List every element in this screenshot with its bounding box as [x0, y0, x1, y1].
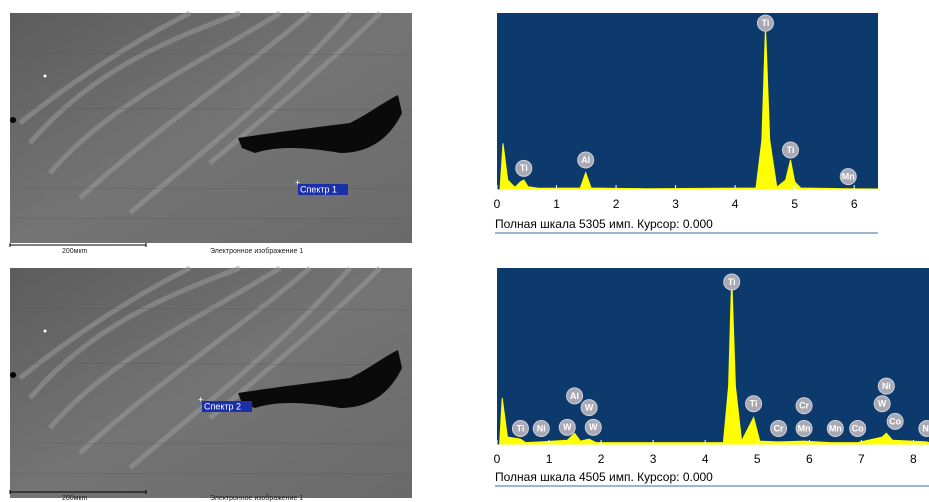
- peak-label: W: [563, 422, 572, 432]
- peak-label: Mn: [798, 423, 811, 433]
- image-caption: Электронное изображение 1: [210, 247, 303, 255]
- x-tick-label: 4: [702, 452, 709, 466]
- peak-label: Mn: [829, 423, 842, 433]
- peak-label: W: [589, 422, 598, 432]
- spectrum-label-box: [202, 401, 252, 412]
- x-tick-label: 1: [546, 452, 553, 466]
- plot-area: [497, 268, 929, 445]
- peak-label: Al: [581, 155, 590, 165]
- x-tick-label: 0: [494, 452, 501, 466]
- peak-label-bg: [886, 412, 904, 430]
- spectrum-caption: Полная шкала 4505 имп. Курсор: 0.000: [495, 470, 713, 484]
- peak-label-bg: [756, 14, 774, 32]
- peak-label-bg: [511, 419, 529, 437]
- peak-label: Ti: [787, 145, 795, 155]
- peak-label: Ti: [516, 423, 524, 433]
- peak-label: Ti: [728, 277, 736, 287]
- peak-label-bg: [795, 419, 813, 437]
- x-tick-label: 4: [732, 197, 739, 211]
- image-caption: Электронное изображение 1: [210, 494, 303, 502]
- x-tick-label: 5: [791, 197, 798, 211]
- peak-label: Ti: [520, 163, 528, 173]
- peak-label: Ni: [882, 381, 891, 391]
- peak-label-bg: [723, 273, 741, 291]
- spectrum: [499, 26, 879, 191]
- peak-label-bg: [558, 418, 576, 436]
- marker: +: [295, 177, 300, 187]
- peak-label-bg: [577, 151, 595, 169]
- scale-label: 200мкm: [62, 495, 88, 502]
- peak-label: Co: [889, 416, 901, 426]
- x-tick-label: 1: [553, 197, 560, 211]
- scale-bar: 200мкm Электронное изображение 1 200мкm …: [9, 243, 303, 502]
- peak-label: W: [878, 399, 887, 409]
- peak-label-bg: [745, 395, 763, 413]
- peak-label-bg: [849, 419, 867, 437]
- x-tick-label: 8: [910, 452, 917, 466]
- peak-label-bg: [566, 387, 584, 405]
- x-tick-label: 6: [851, 197, 858, 211]
- peak-label: Ni: [922, 423, 929, 433]
- peak-label: Ti: [762, 18, 770, 28]
- sem-image: + Спектр 1: [10, 13, 412, 243]
- peak-label: Mn: [842, 172, 855, 182]
- peak-label-bg: [873, 395, 891, 413]
- spectrum-label: Спектр 2: [204, 401, 241, 411]
- peak-label-bg: [795, 397, 813, 415]
- peak-label: Co: [852, 423, 864, 433]
- spectrum: [499, 276, 929, 446]
- x-tick-label: 3: [650, 452, 657, 466]
- x-tick-label: 7: [858, 452, 865, 466]
- marker: +: [198, 394, 203, 404]
- x-tick-label: 2: [598, 452, 605, 466]
- peak-label: Ti: [750, 399, 758, 409]
- scale-label: 200мкm: [62, 248, 88, 255]
- peak-label: W: [585, 403, 594, 413]
- peak-label: Cr: [799, 401, 809, 411]
- peak-label-bg: [839, 168, 857, 186]
- spectrum-label: Спектр 1: [300, 184, 337, 194]
- peak-label-bg: [770, 419, 788, 437]
- peak-label-bg: [918, 420, 929, 437]
- peak-label-bg: [515, 159, 533, 177]
- x-tick-label: 0: [494, 197, 501, 211]
- peak-label: Ni: [537, 423, 546, 433]
- spectrum-caption: Полная шкала 5305 имп. Курсор: 0.000: [495, 217, 713, 231]
- peak-label-bg: [584, 418, 602, 436]
- x-tick-label: 6: [806, 452, 813, 466]
- peak-label-bg: [826, 419, 844, 437]
- peak-label-bg: [781, 141, 799, 159]
- plot-area: [497, 13, 878, 190]
- peak-label: Al: [570, 391, 579, 401]
- peak-label: Cr: [774, 423, 784, 433]
- peak-label-bg: [580, 399, 598, 417]
- sem-image: + Спектр 2: [10, 268, 412, 498]
- x-tick-label: 5: [754, 452, 761, 466]
- peak-label-bg: [532, 419, 550, 437]
- spectrum-label-box: [298, 184, 348, 195]
- peak-label-bg: [877, 377, 895, 395]
- x-tick-label: 3: [672, 197, 679, 211]
- x-tick-label: 2: [613, 197, 620, 211]
